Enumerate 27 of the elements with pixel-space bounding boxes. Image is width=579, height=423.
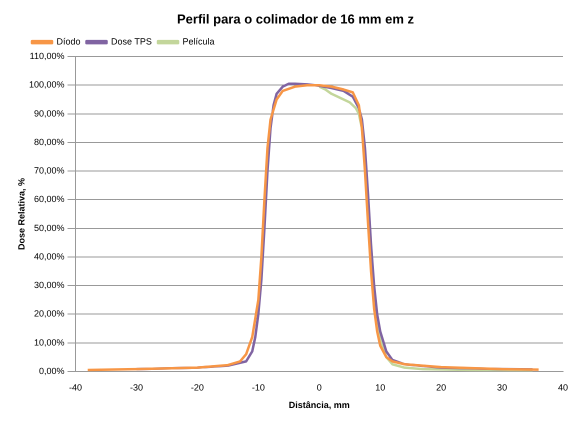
y-tick-label: 0,00% [39,366,65,376]
y-tick-label: 20,00% [34,308,65,319]
y-tick-label: 60,00% [34,194,65,204]
y-axis-title: Dose Relativa, % [16,178,26,250]
chart-title: Perfil para o colimador de 16 mm em z [177,11,414,26]
y-tick-label: 30,00% [34,280,65,290]
y-tick-label: 50,00% [34,222,65,233]
y-tick-label: 40,00% [34,251,65,262]
x-tick-label: 30 [497,382,508,392]
x-tick-label: -10 [252,382,265,392]
legend-label: Díodo [56,36,81,47]
x-tick-label: 0 [316,382,322,392]
y-tick-label: 100,00% [29,80,65,90]
y-tick-label: 70,00% [34,166,65,176]
legend-label: Dose TPS [111,36,152,47]
x-tick-label: 40 [558,382,568,392]
y-tick-label: 110,00% [30,51,65,62]
legend-label: Película [182,36,215,47]
x-tick-label: -20 [190,382,204,392]
y-tick-label: 10,00% [34,337,65,348]
y-tick-label: 90,00% [34,108,65,118]
x-tick-label: 10 [375,382,386,392]
y-tick-label: 80,00% [34,136,65,147]
x-axis-title: Distância, mm [288,400,350,410]
x-tick-label: -40 [69,382,82,392]
x-tick-label: 20 [436,382,446,392]
x-tick-label: -30 [130,382,143,392]
